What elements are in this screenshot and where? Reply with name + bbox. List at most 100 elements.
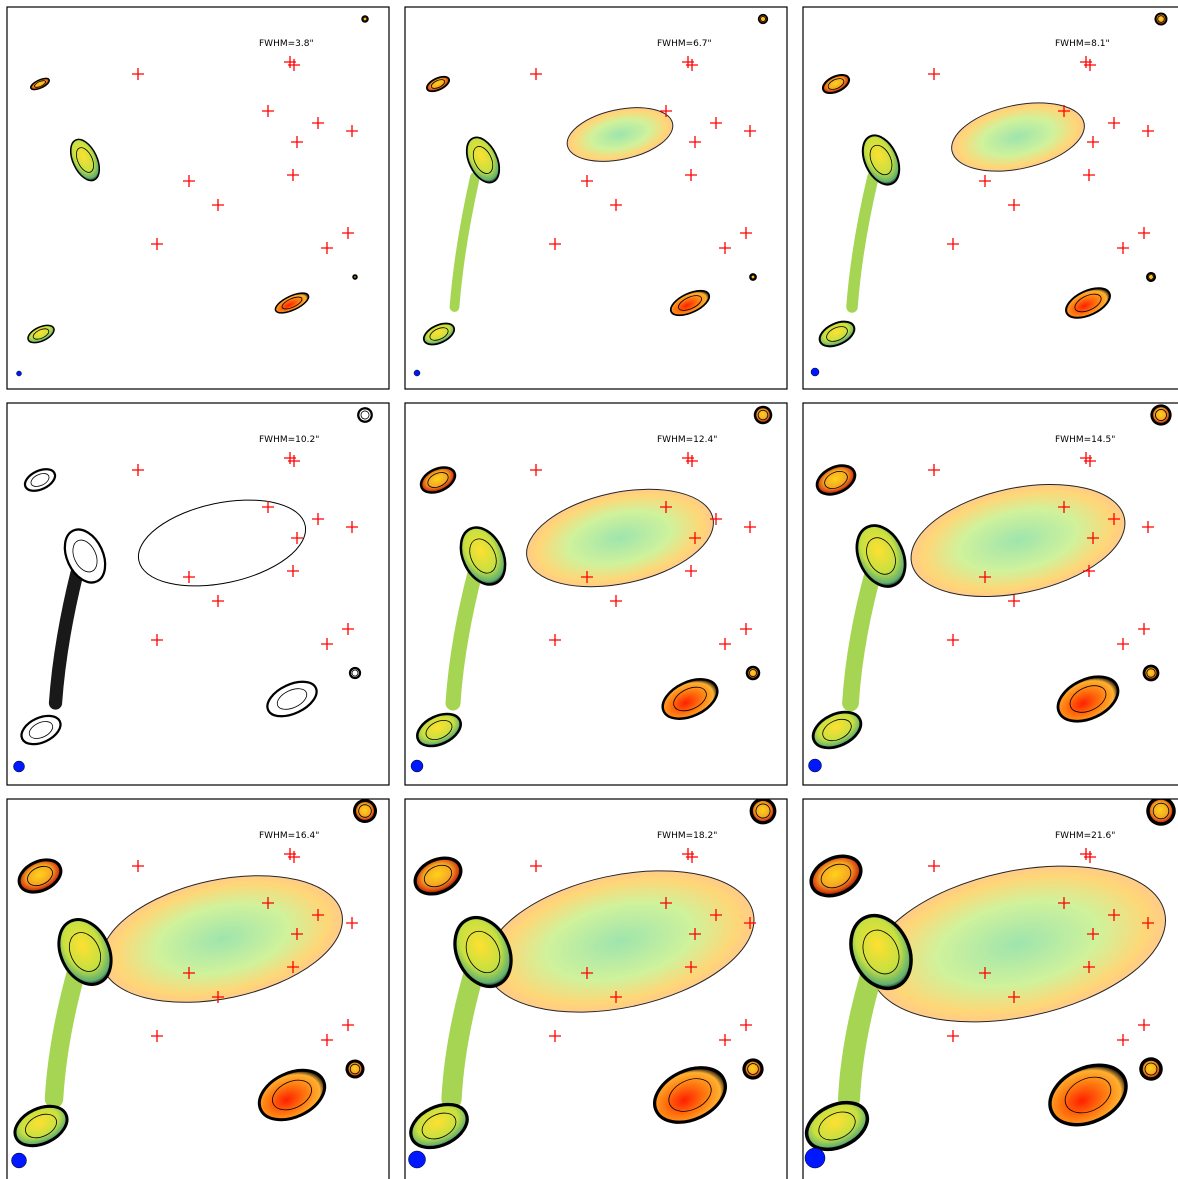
source (811, 710, 863, 750)
panel-image (810, 12, 1168, 377)
position-cross (151, 1030, 163, 1042)
source (459, 526, 507, 586)
panel-image (11, 799, 377, 1169)
position-cross (710, 117, 722, 129)
panel-frame (6, 402, 390, 786)
position-cross (262, 897, 274, 909)
position-cross (1083, 961, 1095, 973)
beam (810, 367, 820, 377)
source (63, 528, 107, 584)
contour (25, 1113, 57, 1139)
contour (818, 1111, 856, 1141)
panel-frame (404, 6, 788, 390)
position-cross (744, 521, 756, 533)
contour (1152, 802, 1170, 820)
position-cross (1142, 917, 1154, 929)
position-cross (1087, 928, 1099, 940)
position-cross (610, 595, 622, 607)
contour (1064, 1076, 1112, 1114)
position-cross (346, 521, 358, 533)
panel-image (16, 15, 369, 377)
position-cross (979, 967, 991, 979)
beam (13, 760, 25, 773)
position-cross (1087, 136, 1099, 148)
contour (869, 144, 893, 176)
position-cross (581, 967, 593, 979)
position-cross (744, 125, 756, 137)
position-cross (1058, 501, 1070, 513)
source (745, 665, 761, 681)
contour (425, 720, 453, 740)
source (661, 678, 719, 720)
position-cross (321, 242, 333, 254)
contour (32, 328, 50, 340)
position-cross (660, 897, 672, 909)
source (30, 77, 50, 91)
position-cross (549, 634, 561, 646)
contour (1144, 1062, 1158, 1076)
source (361, 15, 369, 23)
fwhm-label: FWHM=6.7" (657, 39, 712, 49)
source (409, 1102, 469, 1150)
position-cross (212, 199, 224, 211)
beam (11, 1152, 27, 1169)
contour (755, 803, 771, 819)
source (425, 75, 451, 93)
position-cross (346, 125, 358, 137)
panel: FWHM=10.2" (6, 402, 390, 786)
position-cross (610, 991, 622, 1003)
position-cross (530, 464, 542, 476)
contour (427, 472, 449, 488)
contour (68, 932, 102, 972)
source (1048, 1063, 1128, 1127)
source (348, 666, 362, 680)
source (749, 273, 757, 281)
fwhm-label: FWHM=3.8" (259, 39, 314, 49)
position-cross (342, 623, 354, 635)
source (13, 1104, 69, 1148)
position-cross (689, 928, 701, 940)
contour (750, 274, 756, 280)
position-cross (1083, 169, 1095, 181)
panel-image (808, 404, 1172, 773)
contour (678, 295, 702, 311)
position-cross (686, 851, 698, 863)
panel-frame (404, 798, 788, 1179)
source (849, 913, 913, 991)
position-cross (979, 571, 991, 583)
contour (862, 929, 900, 975)
position-cross (183, 967, 195, 979)
contour (281, 296, 303, 310)
jet (846, 171, 879, 313)
jet (449, 172, 480, 312)
source (274, 292, 310, 314)
fwhm-label: FWHM=16.4" (259, 831, 319, 841)
position-cross (928, 860, 940, 872)
source (821, 73, 851, 95)
contour (362, 16, 368, 22)
source (861, 134, 901, 186)
position-cross (719, 1034, 731, 1046)
contour (747, 1063, 759, 1075)
panel-frame (404, 402, 788, 786)
source (855, 524, 907, 588)
source (57, 918, 113, 986)
source (757, 13, 769, 25)
source (753, 405, 773, 425)
position-cross (1142, 521, 1154, 533)
diffuse-emission (485, 870, 755, 1013)
diffuse-emission (526, 488, 714, 588)
fwhm-label: FWHM=21.6" (1055, 831, 1115, 841)
position-cross (1008, 991, 1020, 1003)
contour (429, 327, 449, 341)
position-cross (719, 638, 731, 650)
position-cross (132, 464, 144, 476)
panel: FWHM=21.6" (802, 798, 1178, 1179)
contour (27, 865, 53, 887)
panel: FWHM=12.4" (404, 402, 788, 786)
panel-frame (6, 798, 390, 1179)
contour (358, 804, 372, 818)
position-cross (686, 455, 698, 467)
position-cross (312, 513, 324, 525)
position-cross (183, 571, 195, 583)
